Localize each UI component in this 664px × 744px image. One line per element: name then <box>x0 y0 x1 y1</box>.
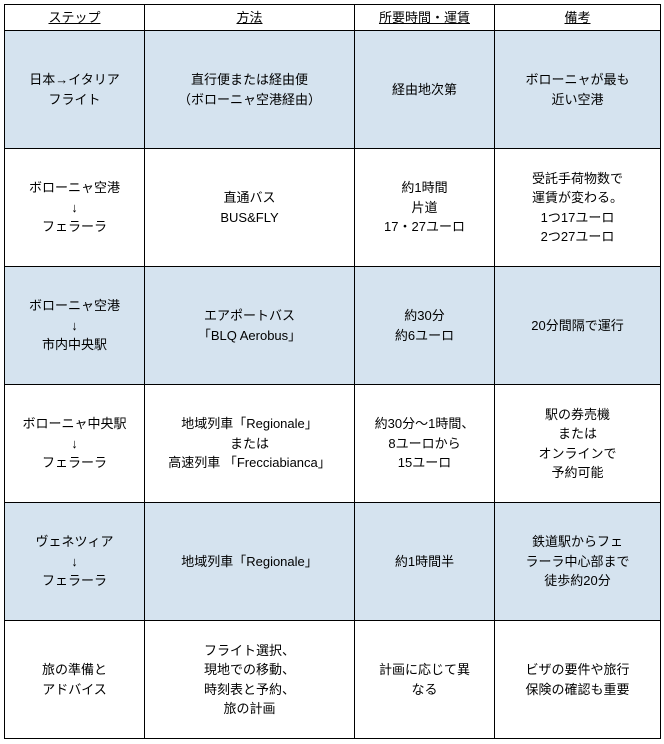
cell-time: 約30分～1時間、 8ユーロから 15ユーロ <box>355 385 495 503</box>
cell-method: 地域列車「Regionale」 または 高速列車 「Frecciabianca」 <box>145 385 355 503</box>
cell-method: 地域列車「Regionale」 <box>145 503 355 621</box>
cell-note: 受託手荷物数で 運賃が変わる。 1つ17ユーロ 2つ27ユーロ <box>495 149 661 267</box>
cell-step: 旅の準備と アドバイス <box>5 621 145 739</box>
table-row: ボローニャ空港 ↓ 市内中央駅エアポートバス 「BLQ Aerobus」約30分… <box>5 267 661 385</box>
travel-steps-table: ステップ 方法 所要時間・運賃 備考 日本→イタリア フライト直行便または経由便… <box>4 4 661 739</box>
cell-step: ヴェネツィア ↓ フェラーラ <box>5 503 145 621</box>
col-header-method: 方法 <box>145 5 355 31</box>
table-header-row: ステップ 方法 所要時間・運賃 備考 <box>5 5 661 31</box>
cell-method: フライト選択、 現地での移動、 時刻表と予約、 旅の計画 <box>145 621 355 739</box>
table-row: 日本→イタリア フライト直行便または経由便 （ボローニャ空港経由）経由地次第ボロ… <box>5 31 661 149</box>
cell-step: ボローニャ空港 ↓ 市内中央駅 <box>5 267 145 385</box>
table-row: ボローニャ空港 ↓ フェラーラ直通バス BUS&FLY約1時間 片道 17・27… <box>5 149 661 267</box>
cell-method: エアポートバス 「BLQ Aerobus」 <box>145 267 355 385</box>
cell-step: 日本→イタリア フライト <box>5 31 145 149</box>
cell-time: 経由地次第 <box>355 31 495 149</box>
cell-time: 計画に応じて異 なる <box>355 621 495 739</box>
table-body: 日本→イタリア フライト直行便または経由便 （ボローニャ空港経由）経由地次第ボロ… <box>5 31 661 739</box>
cell-note: 鉄道駅からフェ ラーラ中心部まで 徒歩約20分 <box>495 503 661 621</box>
cell-time: 約30分 約6ユーロ <box>355 267 495 385</box>
cell-step: ボローニャ空港 ↓ フェラーラ <box>5 149 145 267</box>
cell-method: 直通バス BUS&FLY <box>145 149 355 267</box>
col-header-step: ステップ <box>5 5 145 31</box>
col-header-time: 所要時間・運賃 <box>355 5 495 31</box>
cell-step: ボローニャ中央駅 ↓ フェラーラ <box>5 385 145 503</box>
cell-note: 駅の券売機 または オンラインで 予約可能 <box>495 385 661 503</box>
cell-method: 直行便または経由便 （ボローニャ空港経由） <box>145 31 355 149</box>
cell-note: ビザの要件や旅行 保険の確認も重要 <box>495 621 661 739</box>
cell-note: 20分間隔で運行 <box>495 267 661 385</box>
table-row: 旅の準備と アドバイスフライト選択、 現地での移動、 時刻表と予約、 旅の計画計… <box>5 621 661 739</box>
cell-time: 約1時間半 <box>355 503 495 621</box>
col-header-note: 備考 <box>495 5 661 31</box>
table-row: ヴェネツィア ↓ フェラーラ地域列車「Regionale」約1時間半鉄道駅からフ… <box>5 503 661 621</box>
cell-time: 約1時間 片道 17・27ユーロ <box>355 149 495 267</box>
cell-note: ボローニャが最も 近い空港 <box>495 31 661 149</box>
table-row: ボローニャ中央駅 ↓ フェラーラ地域列車「Regionale」 または 高速列車… <box>5 385 661 503</box>
